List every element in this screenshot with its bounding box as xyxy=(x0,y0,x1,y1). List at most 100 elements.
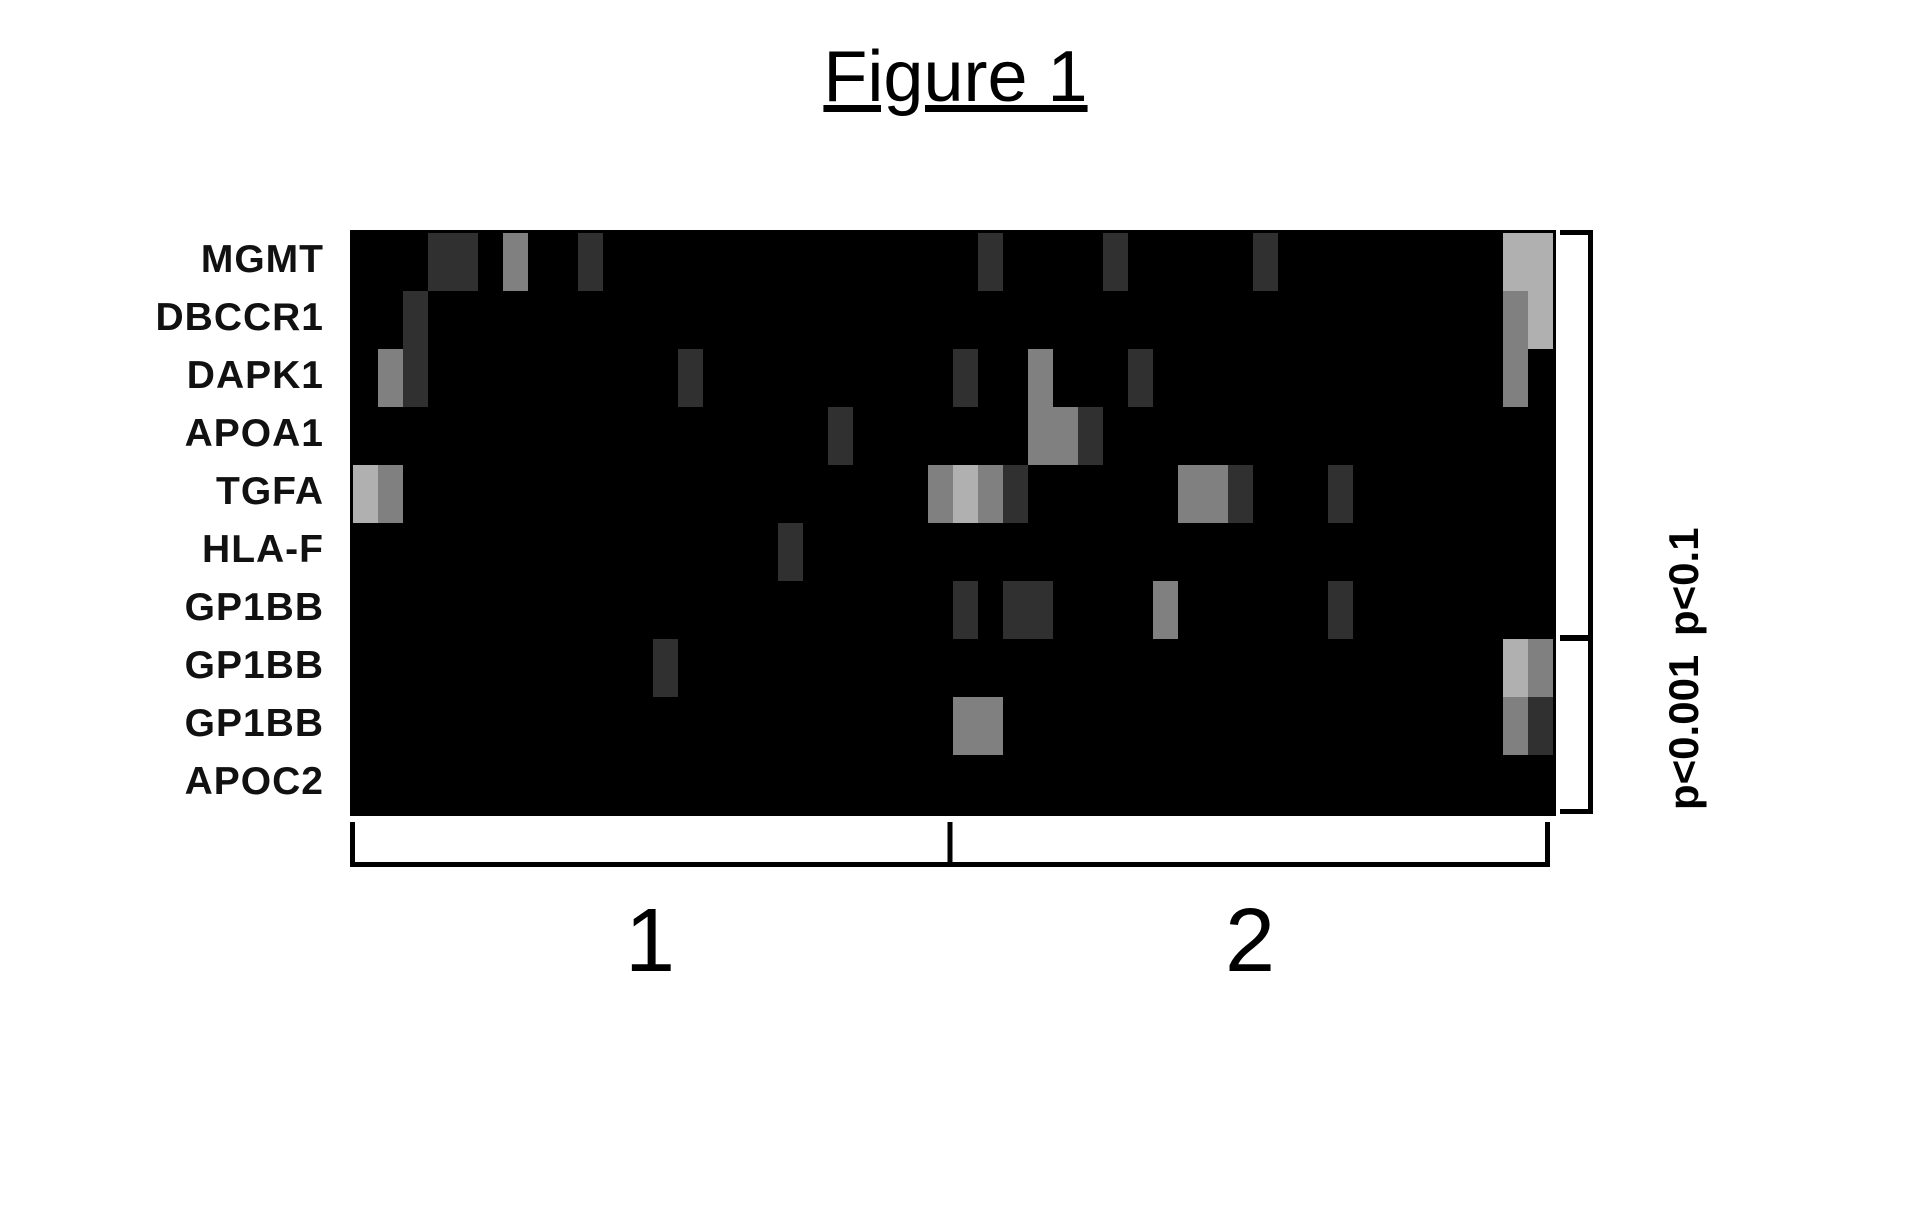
heatmap-cell xyxy=(1528,639,1553,697)
heatmap-cell xyxy=(1453,523,1478,581)
heatmap-cell xyxy=(1178,697,1203,755)
heatmap-cell xyxy=(428,639,453,697)
heatmap-cell xyxy=(1403,697,1428,755)
heatmap-cell xyxy=(603,581,628,639)
heatmap-cell xyxy=(578,697,603,755)
heatmap-cell xyxy=(1028,755,1053,813)
heatmap-cell xyxy=(1353,233,1378,291)
heatmap-cell xyxy=(1053,407,1078,465)
heatmap-cell xyxy=(428,697,453,755)
heatmap-cell xyxy=(503,523,528,581)
heatmap-cell xyxy=(753,581,778,639)
heatmap-cell xyxy=(553,465,578,523)
heatmap-cell xyxy=(553,291,578,349)
heatmap-cell xyxy=(578,349,603,407)
heatmap-cell xyxy=(403,465,428,523)
heatmap-cell xyxy=(1128,697,1153,755)
heatmap-cell xyxy=(1003,465,1028,523)
heatmap-cell xyxy=(428,755,453,813)
heatmap-cell xyxy=(1078,349,1103,407)
heatmap-cell xyxy=(653,581,678,639)
heatmap-row xyxy=(353,349,1553,407)
heatmap-cell xyxy=(1528,523,1553,581)
heatmap-cell xyxy=(878,233,903,291)
heatmap-cell xyxy=(453,639,478,697)
heatmap-cell xyxy=(878,407,903,465)
heatmap-cell xyxy=(1228,349,1253,407)
heatmap-cell xyxy=(778,523,803,581)
heatmap-cell xyxy=(753,349,778,407)
heatmap-cell xyxy=(1178,465,1203,523)
heatmap-cell xyxy=(1503,755,1528,813)
heatmap-cell xyxy=(878,639,903,697)
heatmap-cell xyxy=(1528,581,1553,639)
heatmap-cell xyxy=(378,349,403,407)
heatmap-cell xyxy=(1328,639,1353,697)
heatmap-cell xyxy=(1203,349,1228,407)
heatmap-cell xyxy=(903,697,928,755)
row-label: TGFA xyxy=(150,462,330,520)
heatmap-cell xyxy=(1403,523,1428,581)
heatmap-cell xyxy=(1353,755,1378,813)
heatmap-cell xyxy=(578,523,603,581)
heatmap-cell xyxy=(1078,523,1103,581)
heatmap-cell xyxy=(1103,465,1128,523)
heatmap-cell xyxy=(853,523,878,581)
heatmap-cell xyxy=(1303,349,1328,407)
heatmap-cell xyxy=(978,291,1003,349)
heatmap-cell xyxy=(1478,465,1503,523)
heatmap-cell xyxy=(653,349,678,407)
heatmap-cell xyxy=(1528,755,1553,813)
heatmap-cell xyxy=(1003,407,1028,465)
heatmap-cell xyxy=(553,639,578,697)
heatmap-cell xyxy=(378,581,403,639)
heatmap-cell xyxy=(653,291,678,349)
heatmap-cell xyxy=(528,233,553,291)
heatmap-cell xyxy=(1528,291,1553,349)
heatmap-cell xyxy=(678,523,703,581)
heatmap-cell xyxy=(353,291,378,349)
heatmap-cell xyxy=(1428,639,1453,697)
heatmap-cell xyxy=(1303,581,1328,639)
right-bracket xyxy=(1560,636,1593,814)
heatmap-cell xyxy=(703,349,728,407)
heatmap-cell xyxy=(828,639,853,697)
heatmap-cell xyxy=(753,639,778,697)
heatmap-cell xyxy=(928,233,953,291)
heatmap-cell xyxy=(503,581,528,639)
heatmap-cell xyxy=(503,233,528,291)
heatmap-cell xyxy=(478,233,503,291)
heatmap-cell xyxy=(1253,465,1278,523)
heatmap-cell xyxy=(1028,349,1053,407)
row-label: GP1BB xyxy=(150,636,330,694)
heatmap-cell xyxy=(378,291,403,349)
bottom-group-labels: 1 2 xyxy=(350,890,1550,1010)
heatmap-cell xyxy=(703,291,728,349)
heatmap-cell xyxy=(978,755,1003,813)
heatmap-cell xyxy=(578,639,603,697)
heatmap-cell xyxy=(853,465,878,523)
heatmap-cell xyxy=(403,349,428,407)
heatmap-cell xyxy=(528,697,553,755)
heatmap-cell xyxy=(953,755,978,813)
right-brackets xyxy=(1560,230,1610,810)
heatmap-cell xyxy=(1378,581,1403,639)
heatmap-cell xyxy=(1353,407,1378,465)
heatmap-cell xyxy=(603,291,628,349)
heatmap-cell xyxy=(1053,349,1078,407)
heatmap-cell xyxy=(953,523,978,581)
heatmap-cell xyxy=(1003,639,1028,697)
heatmap-cell xyxy=(528,523,553,581)
heatmap-cell xyxy=(378,523,403,581)
heatmap-cell xyxy=(628,233,653,291)
heatmap-cell xyxy=(1478,755,1503,813)
heatmap-cell xyxy=(378,233,403,291)
heatmap-cell xyxy=(478,697,503,755)
heatmap-cell xyxy=(1503,697,1528,755)
row-label: DAPK1 xyxy=(150,346,330,404)
heatmap-cell xyxy=(1078,581,1103,639)
row-label: HLA-F xyxy=(150,520,330,578)
heatmap-cell xyxy=(628,291,653,349)
heatmap-cell xyxy=(1103,407,1128,465)
heatmap-cell xyxy=(353,755,378,813)
